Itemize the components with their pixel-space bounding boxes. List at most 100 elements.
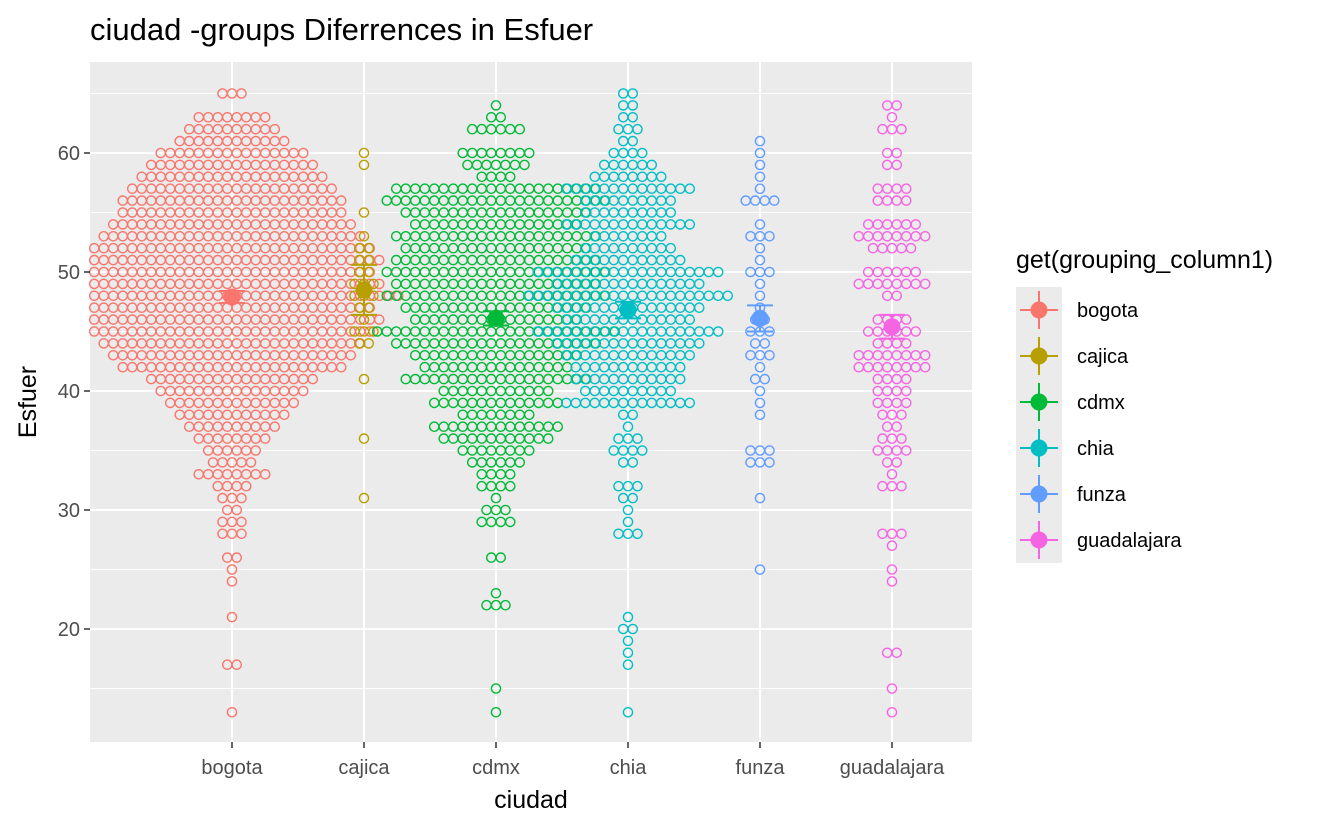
dot-point: [358, 147, 370, 159]
dot-point: [358, 433, 370, 444]
dot-point: [900, 183, 912, 194]
dot-point: [269, 421, 281, 433]
y-axis-label: Esfuer: [14, 366, 42, 438]
dot-point: [693, 278, 705, 290]
dot-point: [622, 647, 634, 659]
dot-point: [514, 457, 526, 468]
dot-point: [674, 254, 686, 266]
dot-point: [307, 373, 319, 385]
dot-point: [363, 338, 375, 349]
dot-point: [665, 385, 677, 397]
dot-point: [910, 219, 922, 230]
legend-key-point: [1030, 393, 1048, 411]
dot-point: [919, 230, 931, 242]
dot-point: [622, 611, 634, 623]
dot-point: [754, 385, 766, 397]
dot-point: [622, 659, 634, 671]
dot-point: [919, 349, 931, 361]
dot-point: [627, 409, 639, 421]
dot-point: [226, 611, 238, 623]
dot-point: [632, 433, 643, 444]
dot-point: [754, 242, 766, 254]
dot-point: [500, 599, 511, 611]
dot-point: [278, 409, 290, 421]
dot-point: [335, 207, 347, 218]
dot-point: [891, 147, 903, 159]
legend-label: cajica: [1077, 346, 1129, 368]
dot-point: [754, 254, 766, 266]
dot-point: [236, 492, 247, 504]
dot-point: [622, 707, 634, 718]
dot-point: [896, 528, 907, 540]
dot-point: [891, 100, 903, 111]
dot-point: [764, 266, 775, 278]
dot-point: [684, 349, 696, 361]
x-axis-ticks: bogota cajica cdmx chia funza guadalajara: [201, 742, 945, 779]
dot-point: [278, 135, 290, 147]
dot-point: [665, 195, 677, 206]
dot-point: [490, 707, 502, 718]
mean-point: [883, 318, 901, 336]
dot-point: [519, 159, 530, 171]
dot-point: [891, 159, 903, 171]
legend-label: bogota: [1077, 300, 1139, 322]
dot-point: [627, 457, 639, 468]
x-tick-label: chia: [610, 757, 648, 779]
mean-point: [619, 301, 637, 319]
dot-point: [910, 266, 922, 278]
legend-label: guadalajara: [1077, 530, 1182, 552]
dot-point: [358, 207, 370, 218]
dot-point: [754, 219, 766, 230]
dot-point: [297, 385, 309, 397]
dot-point: [754, 409, 766, 421]
dot-point: [269, 123, 281, 135]
dot-point: [335, 361, 347, 373]
legend-label: funza: [1077, 484, 1127, 506]
dot-point: [712, 326, 724, 337]
dot-point: [684, 183, 696, 194]
dot-point: [358, 373, 370, 385]
legend-key-point: [1030, 531, 1048, 549]
dot-point: [632, 123, 643, 135]
dot-point: [764, 349, 775, 361]
mean-point: [751, 309, 769, 327]
legend-key-point: [1030, 439, 1048, 457]
dot-point: [226, 564, 238, 575]
dot-point: [759, 373, 771, 385]
dot-point: [368, 326, 379, 337]
dot-point: [655, 171, 667, 183]
dot-point: [335, 195, 347, 206]
dot-point: [288, 397, 300, 409]
dot-point: [900, 397, 912, 409]
dot-point: [504, 171, 516, 183]
dot-point: [684, 219, 696, 230]
dot-point: [886, 707, 898, 718]
dot-point: [910, 326, 922, 337]
dot-point: [646, 159, 658, 171]
dot-point: [364, 326, 376, 337]
dot-point: [891, 290, 903, 302]
dot-point: [226, 707, 238, 718]
dot-point: [754, 361, 766, 373]
y-tick-label: 60: [58, 143, 80, 165]
dot-point: [886, 112, 898, 123]
dot-point: [886, 468, 898, 480]
dot-point: [316, 171, 328, 183]
dot-point: [236, 88, 247, 99]
dot-point: [674, 373, 686, 385]
dot-point: [764, 445, 775, 456]
dot-point: [552, 397, 564, 409]
dot-point: [622, 421, 634, 433]
dot-point: [919, 361, 931, 373]
dot-point: [896, 480, 907, 492]
dot-point: [754, 183, 766, 194]
legend-title: get(grouping_column1): [1016, 246, 1273, 274]
dot-point: [561, 361, 573, 373]
mean-point: [355, 281, 373, 299]
dot-point: [358, 492, 370, 504]
dot-point: [236, 516, 247, 528]
dot-point: [373, 254, 385, 266]
means-layer: [219, 263, 905, 340]
dot-point: [552, 421, 564, 433]
